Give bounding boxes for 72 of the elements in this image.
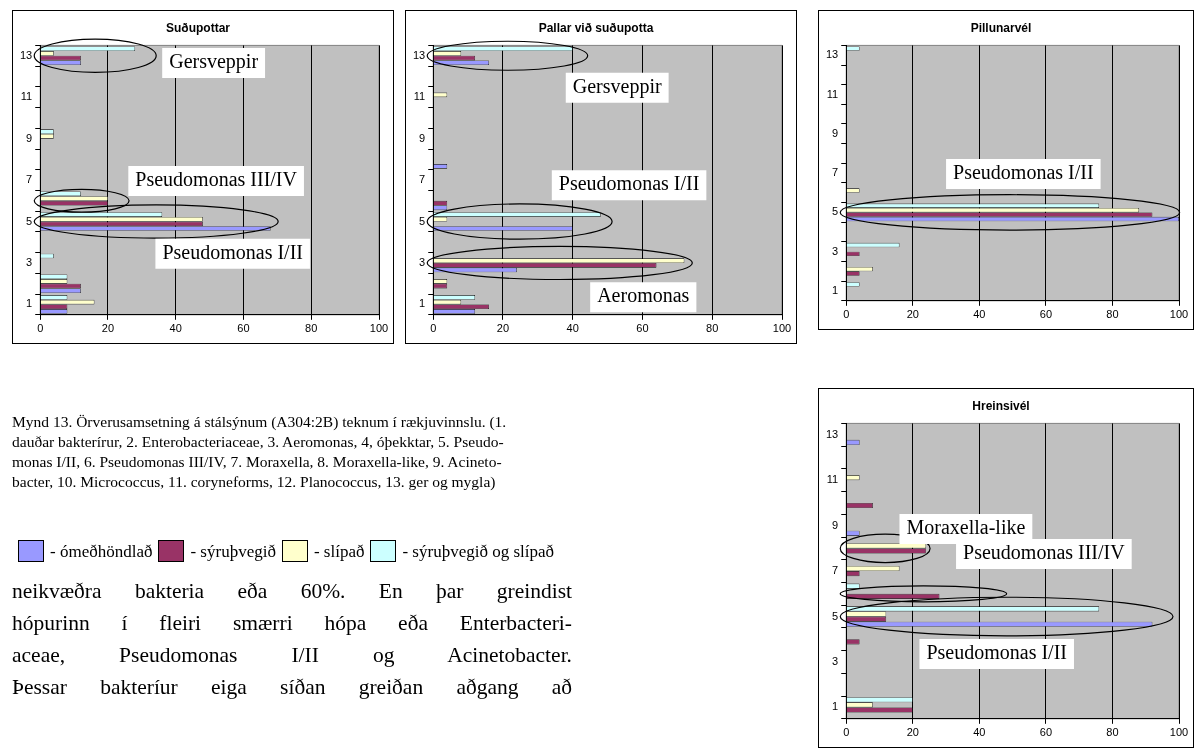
x-tick-label: 0 (430, 322, 437, 335)
x-tick-label: 100 (1169, 308, 1189, 321)
chart-title: Pillunarvél (970, 20, 1032, 35)
y-tick-label: 9 (26, 131, 33, 144)
y-tick-label: 5 (419, 214, 426, 227)
x-tick-label: 20 (906, 726, 919, 739)
annotation: Pseudomonas III/IV (963, 541, 1126, 564)
x-tick-label: 60 (636, 322, 649, 335)
y-tick-label: 3 (832, 655, 839, 668)
y-tick-label: 7 (26, 173, 33, 186)
y-tick-label: 13 (825, 427, 839, 440)
x-tick-label: 20 (101, 322, 115, 335)
annotation: Pseudomonas I/II (558, 172, 700, 195)
legend-label: - sýruþvegið og slípað (402, 542, 555, 562)
annotation: Moraxella-like (906, 516, 1026, 539)
annotation: Pseudomonas I/II (926, 641, 1067, 664)
y-tick-label: 13 (412, 48, 426, 61)
x-tick-label: 60 (1039, 726, 1053, 739)
y-tick-label: 11 (826, 87, 839, 100)
x-tick-label: 80 (1106, 308, 1119, 321)
x-tick-label: 20 (906, 308, 919, 321)
text: Mynd 13. Örverusamsetning á stálsýnum (A304:2B) teknum í rækjuvinnslu. (1. dauðar bakterírur, 2. Enterobacteriaceae, 3. Aeromonas, 4, óþekktar, 5. Pseudo- monas I/II, 6. Pseudomonas III/IV, 7. Moraxella, 8. Moraxella-like, 9. Acineto- bacter, 10. Micrococcus, 11. coryneforms, 12. Planococcus, 13. ger og mygla) (12, 412, 508, 492)
y-tick-label: 7 (832, 564, 839, 577)
chart-title: Pallar við suðupotta (538, 20, 654, 35)
y-tick-label: 13 (19, 48, 33, 61)
x-tick-label: 40 (169, 322, 182, 335)
legend-label: - ómeðhöndlað (50, 542, 153, 562)
x-tick-label: 40 (973, 308, 986, 321)
y-tick-label: 9 (832, 126, 839, 139)
y-tick-label: 9 (832, 518, 839, 531)
annotation: Pseudomonas III/IV (135, 168, 298, 191)
y-tick-label: 1 (832, 700, 839, 713)
chart-title: Suðupottar (166, 20, 231, 35)
y-tick-label: 11 (413, 90, 426, 103)
y-tick-label: 7 (419, 173, 426, 186)
x-tick-label: 80 (305, 322, 318, 335)
x-tick-label: 80 (706, 322, 719, 335)
legend-label: - sýruþvegið (190, 542, 276, 562)
x-tick-label: 40 (566, 322, 579, 335)
x-tick-label: 0 (843, 308, 850, 321)
x-tick-label: 40 (973, 726, 986, 739)
y-tick-label: 9 (419, 131, 426, 144)
annotation: Gersveppir (169, 50, 259, 74)
y-tick-label: 13 (825, 48, 839, 61)
x-tick-label: 100 (1169, 726, 1189, 739)
y-tick-label: 3 (26, 256, 33, 269)
x-tick-label: 80 (1106, 726, 1119, 739)
annotation: Gersveppir (572, 75, 662, 99)
x-tick-label: 100 (772, 322, 792, 335)
y-tick-label: 11 (826, 473, 839, 486)
x-tick-label: 60 (237, 322, 250, 335)
x-tick-label: 60 (1039, 308, 1053, 321)
text: neikvæðra bakteria eða 60%. En þar greindist hópurinn í fleiri smærri hópa eða Enterbacteri- aceae, Pseudomonas I/II og Acinetobacter. Þessar bakteríur eiga síðan greiðan aðgang að (12, 578, 572, 701)
y-tick-label: 3 (419, 256, 426, 269)
y-tick-label: 5 (832, 205, 839, 218)
y-tick-label: 7 (832, 166, 839, 179)
chart-title: Hreinsivél (972, 398, 1030, 413)
annotation: Pseudomonas I/II (162, 240, 303, 263)
y-tick-label: 1 (832, 284, 839, 297)
annotation: Pseudomonas I/II (953, 161, 1094, 184)
y-tick-label: 1 (419, 297, 426, 310)
x-tick-label: 20 (496, 322, 510, 335)
x-tick-label: 0 (37, 322, 44, 335)
annotation: Aeromonas (597, 284, 690, 307)
x-tick-label: 100 (369, 322, 389, 335)
y-tick-label: 5 (26, 214, 33, 227)
y-tick-label: 5 (832, 609, 839, 622)
legend-label: - slípað (313, 542, 365, 562)
y-tick-label: 1 (26, 297, 33, 310)
y-tick-label: 11 (20, 90, 33, 103)
y-tick-label: 3 (832, 244, 839, 257)
x-tick-label: 0 (843, 726, 850, 739)
